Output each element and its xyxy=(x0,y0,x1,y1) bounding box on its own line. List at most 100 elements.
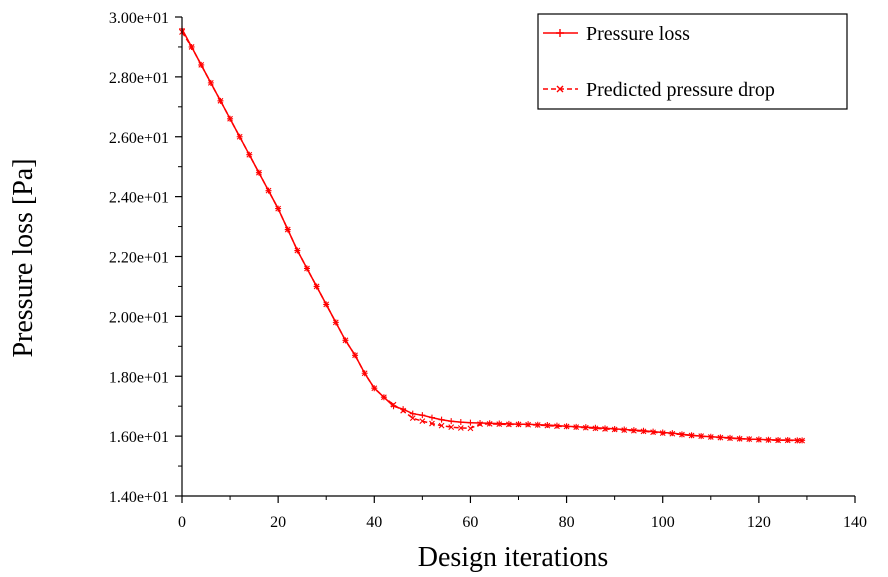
data-point xyxy=(688,432,695,439)
data-point xyxy=(448,418,455,425)
data-point xyxy=(799,437,806,444)
data-point xyxy=(419,418,426,425)
legend-marker-plus-icon xyxy=(556,29,564,37)
data-point xyxy=(496,421,503,428)
data-point xyxy=(554,423,560,430)
data-point xyxy=(467,425,474,432)
data-point xyxy=(765,437,772,443)
y-tick-label: 2.20e+01 xyxy=(109,250,169,267)
x-tick-label: 140 xyxy=(843,514,867,531)
data-point xyxy=(419,412,426,419)
data-point xyxy=(227,115,233,122)
y-axis-title: Pressure loss [Pa] xyxy=(8,158,39,357)
data-point xyxy=(505,421,512,428)
data-point xyxy=(515,421,522,428)
data-point xyxy=(582,424,589,431)
data-point xyxy=(323,301,330,308)
data-point xyxy=(342,337,349,344)
data-point xyxy=(207,79,214,86)
data-point xyxy=(275,205,282,212)
data-point xyxy=(621,427,628,434)
data-point xyxy=(294,247,301,254)
data-point xyxy=(400,407,407,414)
legend-marker-x-icon xyxy=(556,85,564,93)
data-point xyxy=(381,394,387,401)
data-point xyxy=(438,416,445,423)
data-point xyxy=(630,427,637,434)
data-point xyxy=(390,401,397,408)
data-point xyxy=(784,437,791,444)
y-tick-label: 2.80e+01 xyxy=(109,70,169,87)
data-point xyxy=(659,430,666,437)
y-tick-label: 2.00e+01 xyxy=(109,309,169,326)
y-tick-label: 1.40e+01 xyxy=(109,489,169,506)
data-point xyxy=(457,419,464,426)
data-point xyxy=(265,187,272,194)
data-point xyxy=(573,424,580,431)
data-point xyxy=(284,226,291,233)
data-point xyxy=(332,319,339,326)
data-point xyxy=(361,370,368,377)
y-tick-label: 2.60e+01 xyxy=(109,130,169,147)
data-point xyxy=(727,435,733,442)
x-tick-label: 100 xyxy=(651,514,675,531)
data-point xyxy=(563,423,570,430)
data-point xyxy=(236,133,243,140)
data-point xyxy=(534,422,541,428)
data-point xyxy=(486,420,493,427)
legend-box xyxy=(537,13,848,110)
data-point xyxy=(650,429,656,436)
x-tick-label: 0 xyxy=(178,514,186,531)
data-point xyxy=(592,425,599,432)
data-point xyxy=(438,422,445,429)
y-tick-label: 2.40e+01 xyxy=(109,190,169,207)
x-tick-label: 120 xyxy=(747,514,771,531)
data-point xyxy=(409,410,416,417)
data-point xyxy=(611,426,618,433)
data-point xyxy=(755,436,762,443)
data-point xyxy=(457,425,464,431)
y-tick-label: 1.60e+01 xyxy=(109,429,169,446)
data-point xyxy=(794,437,801,444)
data-point xyxy=(448,424,455,431)
data-point xyxy=(246,151,253,158)
data-point xyxy=(352,352,358,359)
data-point xyxy=(371,385,378,392)
data-point xyxy=(707,434,714,440)
y-tick-label: 1.80e+01 xyxy=(109,369,169,386)
data-point xyxy=(313,283,320,290)
data-point xyxy=(525,421,532,428)
axis-ticks: 1.40e+01 1.60e+01 1.80e+01 2.00e+01 2.20e+01… xyxy=(109,10,867,531)
x-tick-label: 20 xyxy=(270,514,286,531)
data-point xyxy=(717,434,724,441)
data-point xyxy=(698,433,705,440)
data-point xyxy=(775,437,781,444)
data-point xyxy=(429,420,435,427)
legend-entry-predicted-pressure-drop: Predicted pressure drop xyxy=(543,79,775,101)
data-point xyxy=(736,435,743,442)
legend: Pressure loss Predicted pressure drop xyxy=(537,13,848,110)
data-point xyxy=(188,44,195,50)
data-point xyxy=(669,430,676,437)
legend-label-pressure-loss: Pressure loss xyxy=(586,23,690,45)
x-tick-label: 60 xyxy=(462,514,478,531)
data-point xyxy=(640,428,647,435)
y-tick-label: 3.00e+01 xyxy=(109,10,169,27)
data-point xyxy=(746,436,753,443)
data-point xyxy=(428,414,435,421)
data-point xyxy=(256,169,262,176)
data-point xyxy=(304,265,310,272)
legend-entry-pressure-loss: Pressure loss xyxy=(543,23,690,45)
x-axis-title: Design iterations xyxy=(418,542,609,573)
data-point xyxy=(467,419,474,426)
data-point xyxy=(409,415,416,422)
series-line-predicted-pressure-drop xyxy=(181,31,803,442)
x-tick-label: 80 xyxy=(559,514,575,531)
plot-series xyxy=(179,25,806,444)
x-tick-label: 40 xyxy=(366,514,382,531)
data-point xyxy=(198,62,205,68)
legend-label-predicted-pressure-drop: Predicted pressure drop xyxy=(586,79,775,101)
data-point xyxy=(544,422,551,429)
data-point xyxy=(477,421,483,428)
